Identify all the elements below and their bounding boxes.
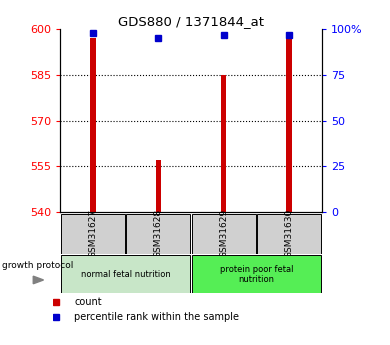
- Text: GSM31628: GSM31628: [154, 209, 163, 258]
- Polygon shape: [33, 276, 44, 284]
- Bar: [61, 214, 125, 254]
- Bar: [192, 255, 321, 293]
- Bar: [126, 214, 190, 254]
- Bar: [61, 255, 190, 293]
- Text: percentile rank within the sample: percentile rank within the sample: [74, 312, 239, 322]
- Bar: [257, 214, 321, 254]
- Title: GDS880 / 1371844_at: GDS880 / 1371844_at: [118, 15, 264, 28]
- Text: GSM31627: GSM31627: [89, 209, 98, 258]
- Text: GSM31629: GSM31629: [219, 209, 228, 258]
- Bar: [287, 38, 292, 212]
- Bar: [90, 38, 96, 212]
- Text: normal fetal nutrition: normal fetal nutrition: [81, 270, 171, 279]
- Text: growth protocol: growth protocol: [2, 262, 74, 270]
- Text: protein poor fetal
nutrition: protein poor fetal nutrition: [220, 265, 293, 284]
- Bar: [221, 75, 226, 212]
- Bar: [192, 214, 256, 254]
- Bar: [156, 160, 161, 212]
- Text: GSM31630: GSM31630: [285, 209, 294, 258]
- Text: count: count: [74, 297, 102, 307]
